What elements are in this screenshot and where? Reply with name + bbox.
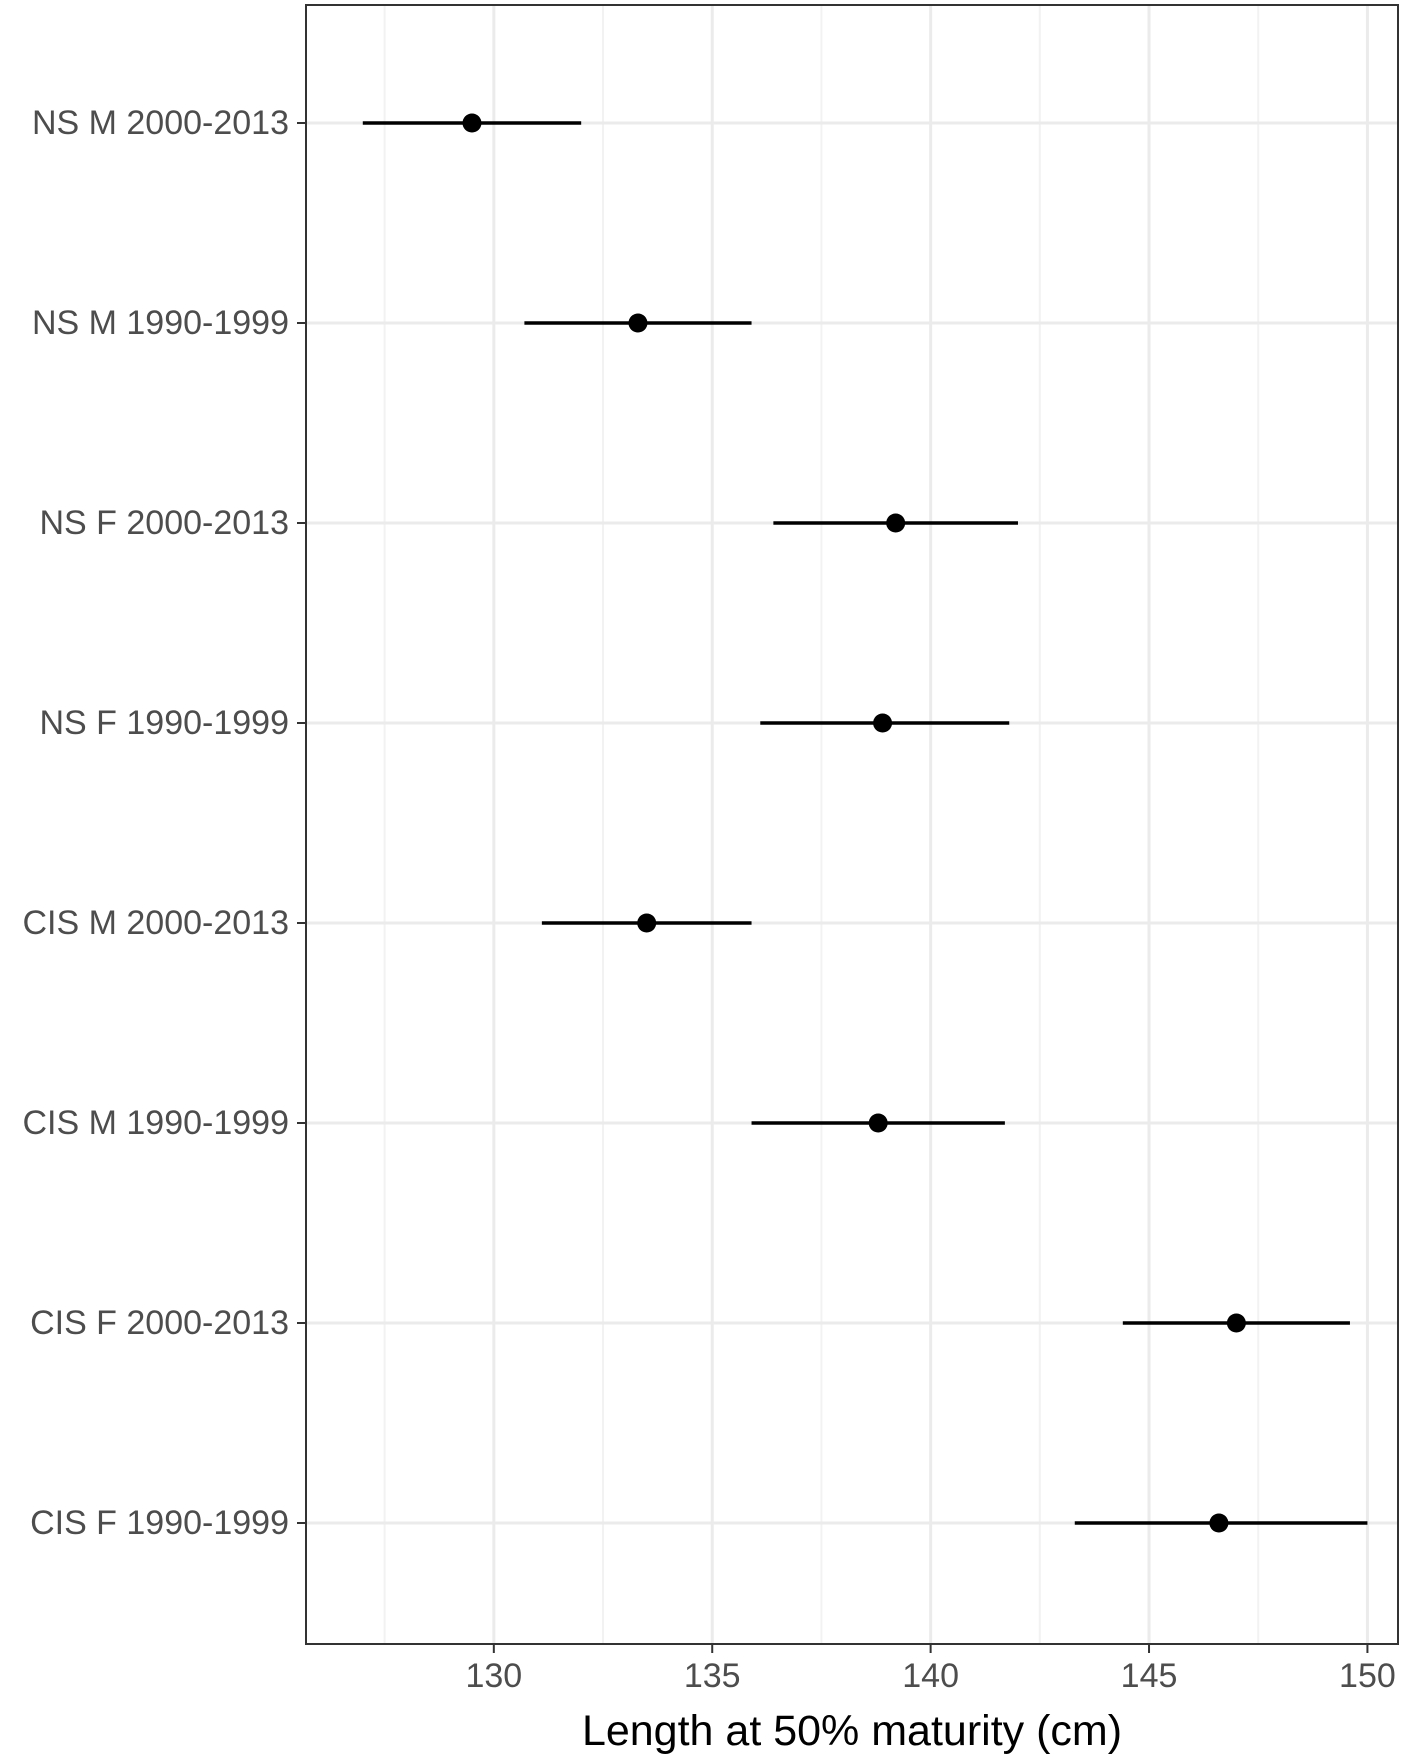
data-point (462, 113, 482, 133)
data-point (873, 713, 893, 733)
y-tick-label: CIS M 1990-1999 (23, 1104, 290, 1142)
major-gridlines (306, 5, 1398, 1644)
axis-ticks (297, 122, 1369, 1653)
y-tick-label: CIS F 2000-2013 (30, 1304, 289, 1342)
data-point (1226, 1313, 1246, 1333)
data-point (1209, 1513, 1229, 1533)
y-tick-label: NS F 2000-2013 (40, 504, 290, 542)
x-axis-title: Length at 50% maturity (cm) (582, 1707, 1122, 1755)
y-tick-label: NS M 2000-2013 (32, 104, 289, 142)
x-tick-label: 135 (684, 1657, 741, 1695)
data-point (637, 913, 657, 933)
y-axis-labels: NS M 2000-2013 NS M 1990-1999 NS F 2000-20… (23, 104, 290, 1542)
minor-gridlines (383, 5, 1260, 1644)
x-tick-label: 130 (465, 1657, 522, 1695)
y-tick-label: NS F 1990-1999 (40, 704, 290, 742)
data-point (868, 1113, 888, 1133)
y-tick-label: CIS F 1990-1999 (30, 1504, 289, 1542)
x-tick-label: 145 (1121, 1657, 1178, 1695)
data-point (886, 513, 906, 533)
x-tick-label: 140 (902, 1657, 959, 1695)
panel-border (305, 4, 1399, 1645)
data-marks (362, 113, 1368, 1533)
x-tick-label: 150 (1339, 1657, 1396, 1695)
x-axis-labels: 130 135 140 145 150 (465, 1657, 1395, 1695)
data-point (628, 313, 648, 333)
y-tick-label: CIS M 2000-2013 (23, 904, 290, 942)
y-tick-label: NS M 1990-1999 (32, 304, 289, 342)
